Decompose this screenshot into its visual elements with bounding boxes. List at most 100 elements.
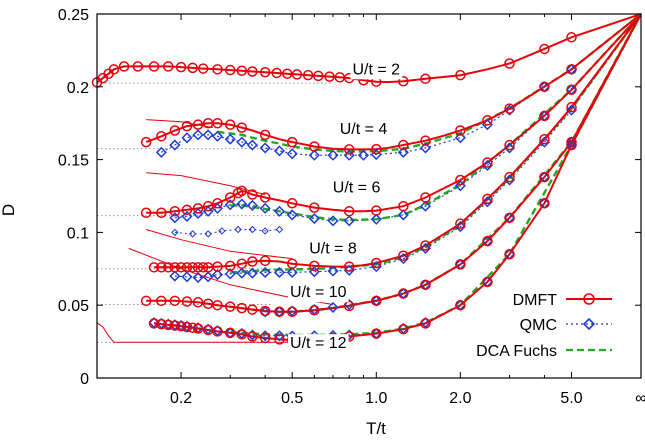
qmc-marker bbox=[211, 130, 224, 142]
dmft-marker bbox=[108, 64, 120, 75]
curve-group-5 bbox=[128, 13, 643, 318]
dmft-marker bbox=[156, 131, 167, 142]
dmft-marker bbox=[420, 192, 431, 203]
legend-marker-dmft bbox=[583, 293, 595, 305]
qmc-marker bbox=[273, 205, 285, 217]
x-axis-label: T/t bbox=[366, 419, 386, 438]
dmft-marker bbox=[163, 319, 174, 331]
curve-label: U/t = 10 bbox=[290, 284, 347, 301]
dmft-marker bbox=[539, 110, 550, 122]
dmft-marker bbox=[197, 262, 209, 273]
plot-border bbox=[96, 13, 642, 379]
dmft-marker bbox=[291, 69, 303, 80]
dmft-marker bbox=[181, 296, 193, 307]
dmft-marker bbox=[225, 192, 236, 203]
x-tick-label: 5.0 bbox=[560, 390, 582, 407]
dmft-marker bbox=[504, 139, 515, 151]
dmft-marker bbox=[181, 204, 193, 216]
y-axis-label: D bbox=[0, 204, 18, 216]
curve-group-4 bbox=[146, 13, 642, 284]
dmft-marker bbox=[420, 135, 431, 146]
dmft-marker bbox=[259, 305, 271, 317]
qmc-marker bbox=[236, 136, 248, 148]
dmft-marker bbox=[169, 206, 181, 217]
qmc-line bbox=[161, 13, 642, 156]
dmft-marker bbox=[259, 129, 271, 141]
dmft-marker bbox=[286, 258, 298, 269]
qmc-marker bbox=[202, 129, 214, 141]
qmc-marker bbox=[454, 132, 466, 144]
dmft-marker bbox=[309, 305, 320, 316]
curve-label: U/t = 8 bbox=[309, 241, 357, 258]
x-tick-label: 0.5 bbox=[281, 390, 303, 407]
legend-label-dca: DCA Fuchs bbox=[476, 343, 557, 360]
dmft-marker bbox=[482, 115, 493, 126]
qmc-marker bbox=[481, 159, 493, 171]
dmft-marker bbox=[302, 69, 314, 81]
qmc-marker bbox=[169, 212, 181, 224]
dmft-marker bbox=[274, 306, 285, 318]
dmft-marker bbox=[420, 73, 431, 85]
dmft-marker bbox=[309, 141, 320, 152]
qmc-marker bbox=[248, 225, 257, 234]
dmft-marker bbox=[504, 212, 515, 224]
qmc-marker bbox=[538, 136, 550, 148]
dmft-marker bbox=[286, 198, 298, 209]
curve-label: U/t = 4 bbox=[340, 121, 388, 138]
qmc-marker bbox=[327, 149, 339, 161]
qmc-marker bbox=[202, 271, 214, 283]
qmc-marker bbox=[259, 266, 271, 279]
dmft-marker bbox=[192, 119, 204, 130]
qmc-marker bbox=[419, 142, 432, 154]
dmft-marker bbox=[343, 144, 355, 155]
dmft-marker bbox=[169, 125, 181, 136]
curve-label: U/t = 6 bbox=[333, 179, 381, 196]
dmft-marker bbox=[482, 157, 493, 168]
qmc-marker bbox=[155, 146, 167, 158]
dmft-marker bbox=[504, 103, 515, 114]
dmft-marker bbox=[309, 260, 320, 272]
dmft-marker bbox=[247, 304, 258, 315]
qmc-marker bbox=[397, 146, 409, 158]
dmft-marker bbox=[482, 193, 493, 205]
dmft-marker bbox=[398, 200, 409, 212]
qmc-marker bbox=[503, 142, 516, 154]
dmft-marker bbox=[236, 329, 248, 340]
dmft-marker bbox=[236, 185, 248, 197]
dmft-marker bbox=[504, 171, 515, 183]
qmc-marker bbox=[454, 180, 466, 192]
dmft-marker bbox=[282, 68, 293, 79]
y-tick-label: 0 bbox=[80, 371, 89, 388]
qmc-marker bbox=[503, 104, 516, 116]
dmft-marker bbox=[225, 64, 236, 76]
curve-layer bbox=[91, 13, 643, 346]
dmft-marker bbox=[247, 189, 258, 200]
dmft-marker bbox=[455, 125, 466, 136]
dmft-marker bbox=[420, 318, 431, 329]
curve-label: U/t = 2 bbox=[352, 61, 400, 78]
qmc-marker bbox=[397, 209, 409, 221]
dmft-marker bbox=[225, 301, 236, 312]
curve-label-background bbox=[350, 60, 403, 80]
qmc-marker bbox=[236, 198, 248, 210]
dmft-marker bbox=[371, 257, 382, 269]
dmft-marker bbox=[398, 323, 409, 335]
dmft-marker bbox=[482, 235, 493, 247]
x-tick-label: ∞ bbox=[635, 390, 645, 407]
qmc-marker bbox=[308, 213, 320, 225]
qmc-marker bbox=[273, 330, 285, 342]
dmft-marker bbox=[175, 321, 187, 332]
dca-line bbox=[230, 13, 643, 337]
dmft-marker bbox=[140, 207, 152, 218]
qmc-marker bbox=[357, 149, 370, 161]
qmc-marker bbox=[503, 174, 516, 186]
dmft-marker bbox=[271, 67, 282, 79]
dmft-marker bbox=[247, 66, 258, 77]
dmft-marker bbox=[169, 320, 181, 331]
legend: DMFT QMC DCA Fuchs bbox=[476, 292, 612, 360]
qmc-marker bbox=[211, 269, 224, 281]
curve-group-1 bbox=[91, 13, 642, 88]
qmc-marker bbox=[343, 215, 355, 227]
dmft-marker bbox=[225, 119, 236, 130]
qmc-marker bbox=[275, 225, 284, 234]
